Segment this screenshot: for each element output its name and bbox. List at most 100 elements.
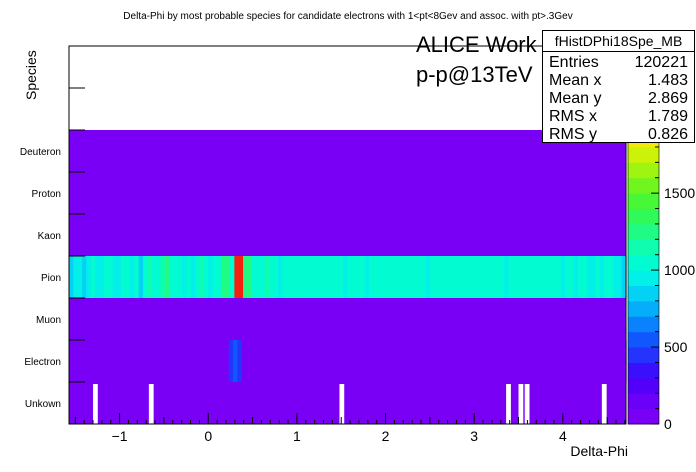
row-electron-bin — [73, 340, 79, 383]
row-pion-bin — [77, 256, 83, 299]
row-pion-bin — [517, 256, 523, 299]
row-electron-bin — [457, 340, 463, 383]
row-pion-bin — [216, 256, 222, 299]
row-pion-bin — [356, 256, 362, 299]
row-electron-bin — [613, 340, 618, 383]
x-tick-label: −1 — [112, 428, 128, 444]
y-tick-label: Kaon — [38, 231, 61, 242]
palette-swatch — [628, 223, 659, 240]
row-pion-bin — [621, 256, 627, 299]
stats-rmsx: RMS x 1.789 — [549, 107, 688, 126]
palette-swatch — [628, 270, 659, 286]
palette-swatch — [628, 408, 659, 425]
row-pion-bin — [142, 256, 148, 299]
row-pion-bin — [582, 256, 588, 299]
row-pion-bin — [556, 256, 562, 299]
row-pion-bin — [221, 256, 227, 299]
row-pion-bin — [112, 256, 118, 299]
stats-entries-label: Entries — [549, 54, 599, 71]
row-electron-bin — [280, 340, 286, 383]
row-pion-bin — [164, 256, 170, 299]
unkown-empty-bin — [524, 384, 530, 424]
z-tick-label: 1500 — [664, 185, 695, 201]
row-electron-bin — [405, 340, 411, 383]
row-electron-bin — [448, 340, 454, 383]
x-axis: −1 0 1 2 3 4 — [74, 413, 626, 444]
row-pion-bin — [408, 256, 414, 299]
row-pion-bin — [225, 256, 231, 299]
row-electron-bin — [531, 340, 536, 383]
row-electron-bin — [565, 340, 571, 383]
row-electron-bin — [310, 340, 316, 383]
row-electron-bin — [362, 340, 368, 383]
row-electron-bin — [185, 340, 191, 383]
row-pion-bin — [308, 256, 314, 299]
row-electron-bin — [276, 340, 282, 383]
y-axis-label: Species — [23, 50, 39, 100]
palette-swatch — [628, 177, 659, 194]
row-electron-bin — [159, 340, 165, 383]
row-electron-bin — [487, 340, 493, 383]
row-pion-bin — [473, 256, 479, 299]
row-pion-bin — [395, 256, 401, 299]
row-pion-bin — [552, 256, 557, 299]
row-pion-bin — [508, 256, 514, 299]
row-pion-bin — [321, 256, 327, 299]
row-electron-bin — [353, 340, 359, 383]
row-pion-bin — [273, 256, 279, 299]
unkown-empty-bin — [506, 384, 511, 424]
row-electron-bin — [189, 340, 195, 383]
row-electron-bin — [513, 340, 519, 383]
row-electron-bin — [297, 340, 303, 383]
row-pion-bin — [312, 256, 318, 299]
row-electron-bin — [561, 340, 567, 383]
row-pion-bin — [95, 256, 101, 299]
row-pion-bin — [317, 256, 322, 299]
row-pion-bin — [534, 256, 540, 299]
row-electron-bin — [107, 340, 113, 383]
row-electron-bin — [366, 340, 372, 383]
row-pion-bin — [360, 256, 366, 299]
palette-swatch — [628, 300, 659, 317]
row-electron-bin — [505, 340, 511, 383]
row-pion-bin — [417, 256, 423, 299]
row-electron-bin — [466, 340, 472, 383]
row-pion-bin — [430, 256, 436, 299]
y-axis: Unkown Electron Muon Pion Kaon Proton Deuteron — [20, 45, 85, 425]
stats-rmsy-label: RMS y — [549, 126, 597, 143]
row-electron-bin — [181, 340, 187, 383]
row-pion-bin — [569, 256, 575, 299]
row-electron-bin — [146, 340, 152, 383]
row-electron-bin — [228, 340, 234, 383]
row-pion-bin — [425, 256, 431, 299]
stats-rmsy: RMS y 0.826 — [549, 125, 688, 144]
row-pion-bin — [495, 256, 501, 299]
row-pion-bin — [351, 256, 357, 299]
x-tick-label: 3 — [470, 428, 478, 444]
row-pion-bin — [325, 256, 331, 299]
row-pion-bin — [412, 256, 418, 299]
row-electron-bin — [138, 340, 144, 383]
row-electron-bin — [284, 340, 290, 383]
row-pion-bin — [238, 256, 244, 299]
row-pion-bin — [469, 256, 475, 299]
row-pion-bin — [521, 256, 527, 299]
stats-meanx-label: Mean x — [549, 72, 602, 89]
row-electron-bin — [604, 340, 610, 383]
row-pion-bin — [443, 256, 449, 299]
row-electron-bin — [258, 340, 264, 383]
palette-swatch — [628, 208, 659, 225]
row-electron-bin — [241, 340, 247, 383]
row-electron-bin — [479, 340, 485, 383]
x-tick-label: 1 — [293, 428, 301, 444]
row-electron-bin — [401, 340, 407, 383]
row-electron-bin — [582, 340, 588, 383]
row-electron-bin — [608, 340, 614, 383]
row-electron-bin — [112, 340, 118, 383]
stats-meany-value: 2.869 — [647, 90, 688, 107]
row-pion-bin — [573, 256, 579, 299]
row-pion-bin — [377, 256, 383, 299]
row-electron-bin — [319, 340, 325, 383]
row-pion-bin — [499, 256, 505, 299]
row-electron-bin — [414, 340, 420, 383]
